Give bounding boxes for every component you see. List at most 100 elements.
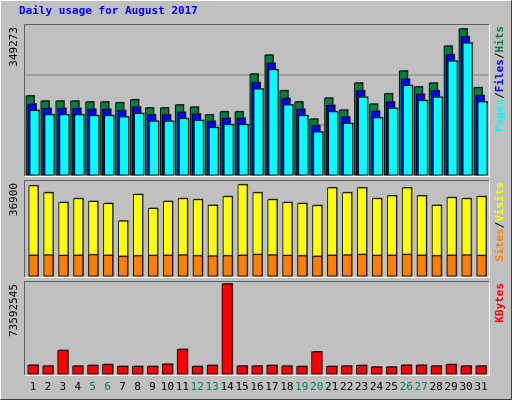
x-tick-label: 19 bbox=[295, 380, 308, 393]
x-tick-label: 25 bbox=[385, 380, 398, 393]
bar bbox=[177, 254, 188, 277]
x-tick-label: 31 bbox=[474, 380, 487, 393]
bar bbox=[357, 254, 367, 277]
bar bbox=[343, 123, 354, 176]
x-tick-label: 2 bbox=[45, 380, 52, 393]
bar bbox=[313, 131, 324, 176]
x-tick-label: 14 bbox=[221, 380, 235, 393]
legend-entry: Pages bbox=[493, 99, 506, 132]
legend: Pages/Files/Hits bbox=[493, 26, 506, 132]
bar bbox=[178, 118, 189, 176]
x-tick-label: 26 bbox=[400, 380, 413, 393]
x-tick-label: 6 bbox=[104, 380, 111, 393]
panel bbox=[24, 281, 490, 376]
bar bbox=[461, 254, 472, 277]
bar bbox=[328, 111, 339, 176]
y-tick-label: 36900 bbox=[7, 183, 20, 216]
x-tick-label: 20 bbox=[310, 380, 323, 393]
bar bbox=[252, 254, 263, 277]
bar bbox=[147, 366, 158, 375]
x-tick-label: 8 bbox=[134, 380, 141, 393]
bar bbox=[132, 366, 143, 375]
bar bbox=[445, 364, 457, 375]
bar bbox=[372, 255, 382, 277]
bar bbox=[341, 365, 353, 375]
bar bbox=[282, 255, 293, 277]
bar bbox=[236, 365, 248, 375]
legend-entry: Sites bbox=[493, 228, 506, 261]
bar bbox=[42, 365, 54, 375]
x-tick-label: 16 bbox=[250, 380, 263, 393]
bar bbox=[446, 255, 457, 277]
bar bbox=[57, 350, 69, 375]
x-tick-label: 12 bbox=[191, 380, 204, 393]
bar bbox=[118, 256, 128, 277]
bar bbox=[477, 101, 488, 176]
bar bbox=[27, 364, 39, 375]
bar bbox=[206, 365, 218, 375]
bar bbox=[149, 120, 159, 176]
bar bbox=[432, 96, 443, 176]
x-tick-label: 21 bbox=[325, 380, 338, 393]
chart-title: Daily usage for August 2017 bbox=[19, 4, 198, 17]
x-tick-label: 5 bbox=[89, 380, 96, 393]
panel-edge-light bbox=[24, 281, 490, 376]
bar bbox=[161, 363, 173, 375]
panel-edge-light bbox=[24, 24, 490, 177]
legend-entry: Visits bbox=[493, 182, 506, 222]
x-tick-label: 11 bbox=[176, 380, 189, 393]
legend: KBytes bbox=[493, 283, 506, 323]
x-tick-label: 17 bbox=[265, 380, 278, 393]
bar bbox=[462, 42, 473, 176]
legend: Sites/Visits bbox=[493, 182, 506, 262]
bar bbox=[58, 255, 69, 277]
bar bbox=[298, 115, 309, 176]
bar bbox=[176, 349, 188, 375]
bar bbox=[72, 365, 84, 375]
legend-entry: KBytes bbox=[493, 283, 506, 323]
x-tick-label: 22 bbox=[340, 380, 353, 393]
bar bbox=[417, 100, 428, 176]
bar bbox=[400, 364, 412, 375]
bar bbox=[43, 254, 54, 277]
legend-entry: Hits bbox=[493, 26, 506, 53]
bar bbox=[74, 114, 85, 176]
bar bbox=[475, 365, 487, 375]
x-tick-label: 28 bbox=[430, 380, 443, 393]
legend-separator: / bbox=[493, 221, 506, 228]
bar bbox=[59, 114, 70, 176]
x-tick-label: 15 bbox=[235, 380, 248, 393]
bar bbox=[373, 117, 383, 176]
bar bbox=[104, 115, 115, 176]
bar bbox=[283, 104, 294, 176]
x-tick-label: 27 bbox=[415, 380, 428, 393]
bar bbox=[342, 254, 353, 277]
bar bbox=[402, 85, 413, 176]
panel-edge-light bbox=[24, 180, 490, 278]
bar bbox=[267, 254, 278, 277]
bar bbox=[281, 365, 293, 375]
bar bbox=[162, 255, 173, 277]
bar bbox=[119, 116, 129, 176]
bar bbox=[416, 255, 427, 277]
bar bbox=[223, 124, 234, 176]
bar bbox=[266, 365, 278, 375]
bar bbox=[44, 114, 55, 176]
bar bbox=[386, 255, 397, 277]
x-tick-label: 23 bbox=[355, 380, 368, 393]
x-tick-label: 9 bbox=[149, 380, 156, 393]
bar bbox=[134, 113, 144, 176]
bar bbox=[415, 364, 427, 375]
bar bbox=[238, 124, 249, 176]
x-tick-label: 13 bbox=[206, 380, 219, 393]
bar bbox=[103, 255, 114, 277]
bar bbox=[207, 255, 218, 277]
bar bbox=[326, 366, 338, 375]
y-tick-label: 73592545 bbox=[7, 284, 20, 337]
bar bbox=[268, 69, 279, 176]
x-tick-label: 30 bbox=[459, 380, 472, 393]
bar bbox=[193, 120, 204, 176]
bar bbox=[73, 255, 84, 277]
bar bbox=[401, 254, 412, 277]
